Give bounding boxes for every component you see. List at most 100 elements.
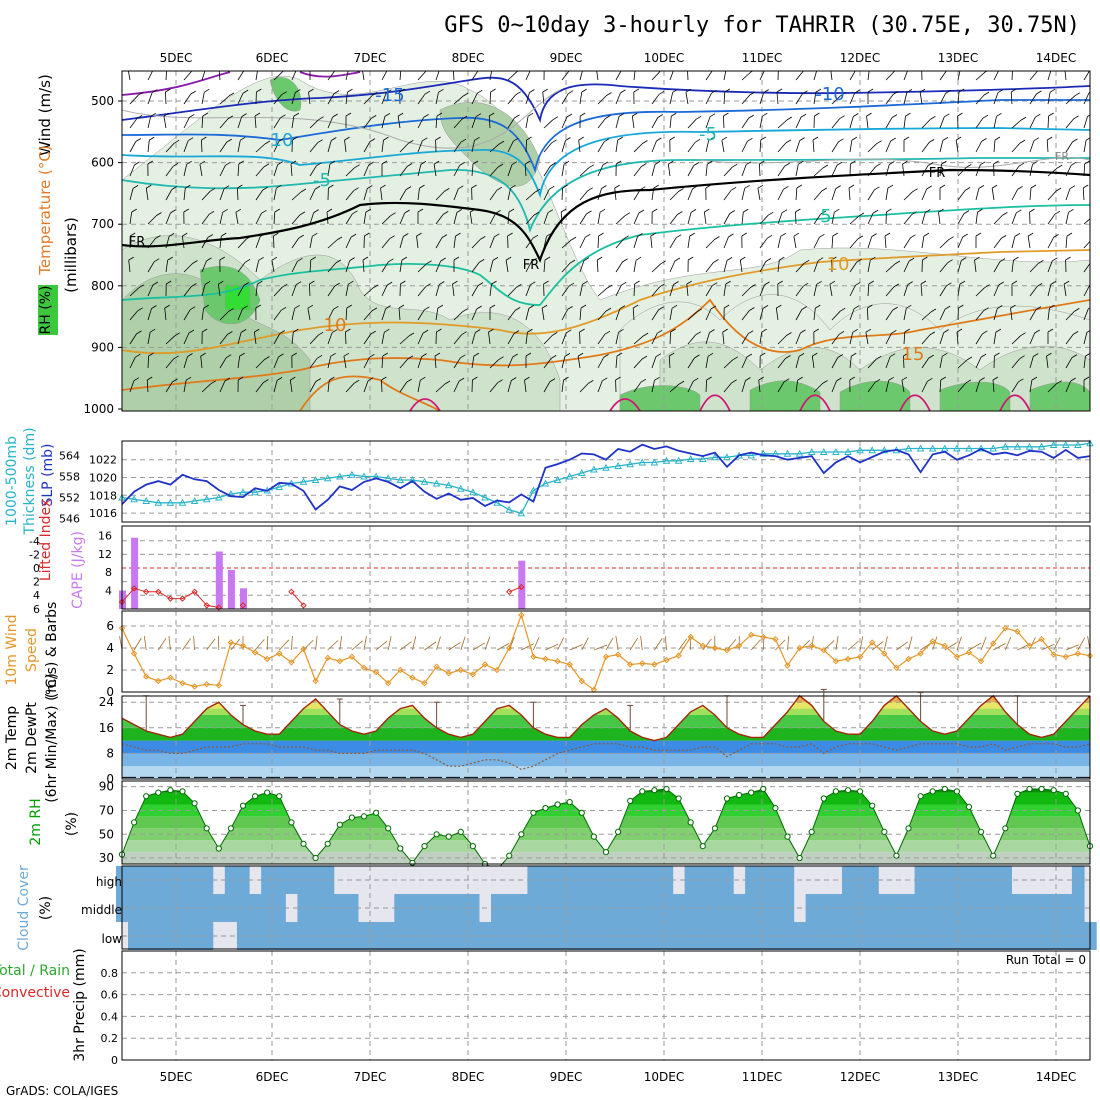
wind-barb [165,91,167,105]
rh-marker [578,809,585,816]
wind-barb [489,260,494,273]
wind-barb [619,305,626,310]
wind-barb [585,233,591,238]
wind-barb [694,354,700,359]
wind-barb [276,377,283,381]
wind-barb [453,357,461,369]
wind-barb [561,93,569,105]
date-label: 13DEC [938,1070,978,1084]
rh-shading [939,381,1011,411]
wind-barb [840,92,846,97]
wind-barb [709,329,715,333]
y-tick-label: 4 [33,589,40,602]
wind-barb [452,71,455,81]
wind-barb [1064,71,1067,81]
wind-barb [605,307,612,312]
wind-barb [367,377,374,382]
wind-barb [552,116,559,121]
wind-barb [849,285,856,297]
wind-barb [777,280,784,285]
wind-barb [811,356,815,369]
wind-barb [857,235,864,240]
wind-barb [705,379,707,393]
wind-barb [618,113,625,117]
wind-barb [438,88,444,93]
wind-barb [687,256,694,261]
wind-barb [831,380,837,393]
wind-barb [939,116,945,129]
wind-barb [1019,355,1025,360]
wind-barb [762,305,769,309]
wind-barb [1036,90,1042,95]
wind-barb [798,160,804,165]
wind-barb [435,284,440,297]
y-axis-label: 10m Wind [4,614,20,685]
wind-barb [253,332,257,345]
wind-barb [884,235,887,249]
wind-barb [885,188,889,201]
wind-barb [289,380,293,393]
wind-speed-marker [251,649,259,656]
wind-barb [741,333,749,345]
wind-barb [525,92,530,105]
wind-barb [134,161,140,166]
wind-barb [513,330,520,334]
wind-barb [1047,260,1053,273]
wind-barb [1083,116,1088,129]
wind-barb [885,140,892,153]
wind-barb [922,65,927,68]
wind-barb [235,208,242,213]
wind-barb [564,353,571,357]
wind-barb [1049,304,1055,309]
wind-barb [633,166,642,177]
wind-barb [219,141,228,153]
wind-barb [651,164,656,177]
wind-barb [546,232,552,237]
wind-barb [721,140,725,153]
wind-barb [472,376,478,381]
thickness-marker [493,498,501,506]
wind-barb [507,94,517,105]
wind-barb [822,164,829,169]
rh-shading [619,385,701,411]
wind-barb [363,188,368,201]
rh-marker [772,805,779,812]
wind-barb [777,142,787,153]
wind-barb [128,65,133,68]
wind-barb [714,236,720,240]
wind-barb [723,236,729,249]
wind-barb [174,332,181,337]
cloud-cell [563,894,577,922]
wind-barb [237,187,239,201]
wind-barb [525,237,534,249]
cloud-cell [345,922,359,950]
wind-barb [280,306,287,311]
y-axis-label: Wind (m/s) [36,74,54,156]
wind-barb [579,237,586,249]
wind-barb [1047,328,1054,333]
rh-marker [832,788,840,795]
wind-barb [795,140,801,153]
y-tick-label: 2 [33,576,40,589]
wind-barb [1011,236,1016,249]
wind-barb [367,185,373,189]
wind-barb [1065,212,1069,225]
wind-barb [271,256,278,261]
wind-barb [345,112,352,117]
wind-barb [531,66,536,69]
wind-barb [210,380,217,385]
wind-barb [687,71,689,81]
wind-barb [597,357,604,369]
wind-barb [777,236,782,249]
wind-barb [187,137,194,142]
wind-barb [219,212,224,225]
wind-barb [849,356,852,369]
wind-barb [867,236,873,249]
wind-barb [1011,335,1021,345]
wind-barb [687,212,692,225]
wind-barb [766,234,773,239]
wind-barb [656,137,662,142]
wind-barb [867,358,877,369]
wind-barb [295,281,302,286]
wind-barb [208,210,215,215]
